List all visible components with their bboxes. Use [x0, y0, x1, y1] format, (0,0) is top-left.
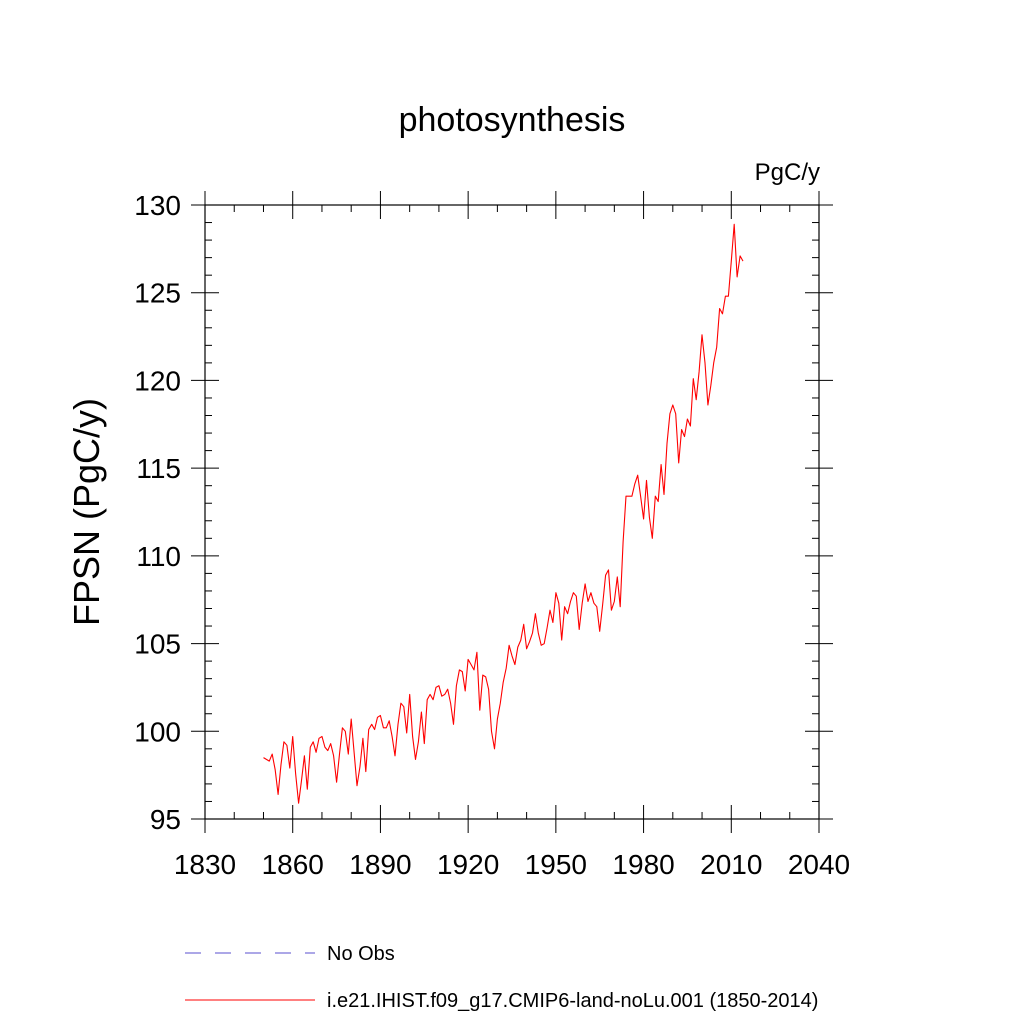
x-tick-labels: 1830 1860 1890 1920 1950 1980 2010 2040 [174, 849, 850, 880]
chart-title: photosynthesis [399, 101, 626, 139]
legend-label-1: No Obs [327, 943, 395, 965]
y-axis-label: FPSN (PgC/y) [66, 398, 107, 626]
x-tick-label: 1890 [349, 849, 411, 880]
series-line-2 [263, 223, 744, 804]
major-ticks [191, 191, 833, 833]
x-tick-label: 1980 [612, 849, 674, 880]
y-tick-labels: 95 100 105 110 115 120 125 130 [134, 190, 181, 835]
y-tick-label: 125 [134, 278, 181, 309]
x-tick-label: 2040 [788, 849, 850, 880]
plot-frame [204, 204, 820, 820]
x-tick-label: 1860 [262, 849, 324, 880]
minor-ticks [205, 205, 819, 819]
y-tick-label: 115 [136, 453, 181, 484]
y-tick-label: 100 [134, 716, 181, 747]
x-tick-label: 2010 [700, 849, 762, 880]
x-tick-label: 1830 [174, 849, 236, 880]
units-label: PgC/y [755, 159, 820, 186]
legend: No Obs i.e21.IHIST.f09_g17.CMIP6-land-noL… [185, 943, 818, 1012]
y-tick-label: 110 [136, 541, 181, 572]
y-tick-label: 120 [134, 365, 181, 396]
y-tick-label: 95 [150, 804, 181, 835]
y-tick-label: 105 [134, 629, 181, 660]
x-tick-label: 1950 [525, 849, 587, 880]
y-tick-label: 130 [134, 190, 181, 221]
legend-label-2: i.e21.IHIST.f09_g17.CMIP6-land-noLu.001 … [327, 990, 818, 1012]
x-tick-label: 1920 [437, 849, 499, 880]
series-lines [263, 223, 744, 804]
